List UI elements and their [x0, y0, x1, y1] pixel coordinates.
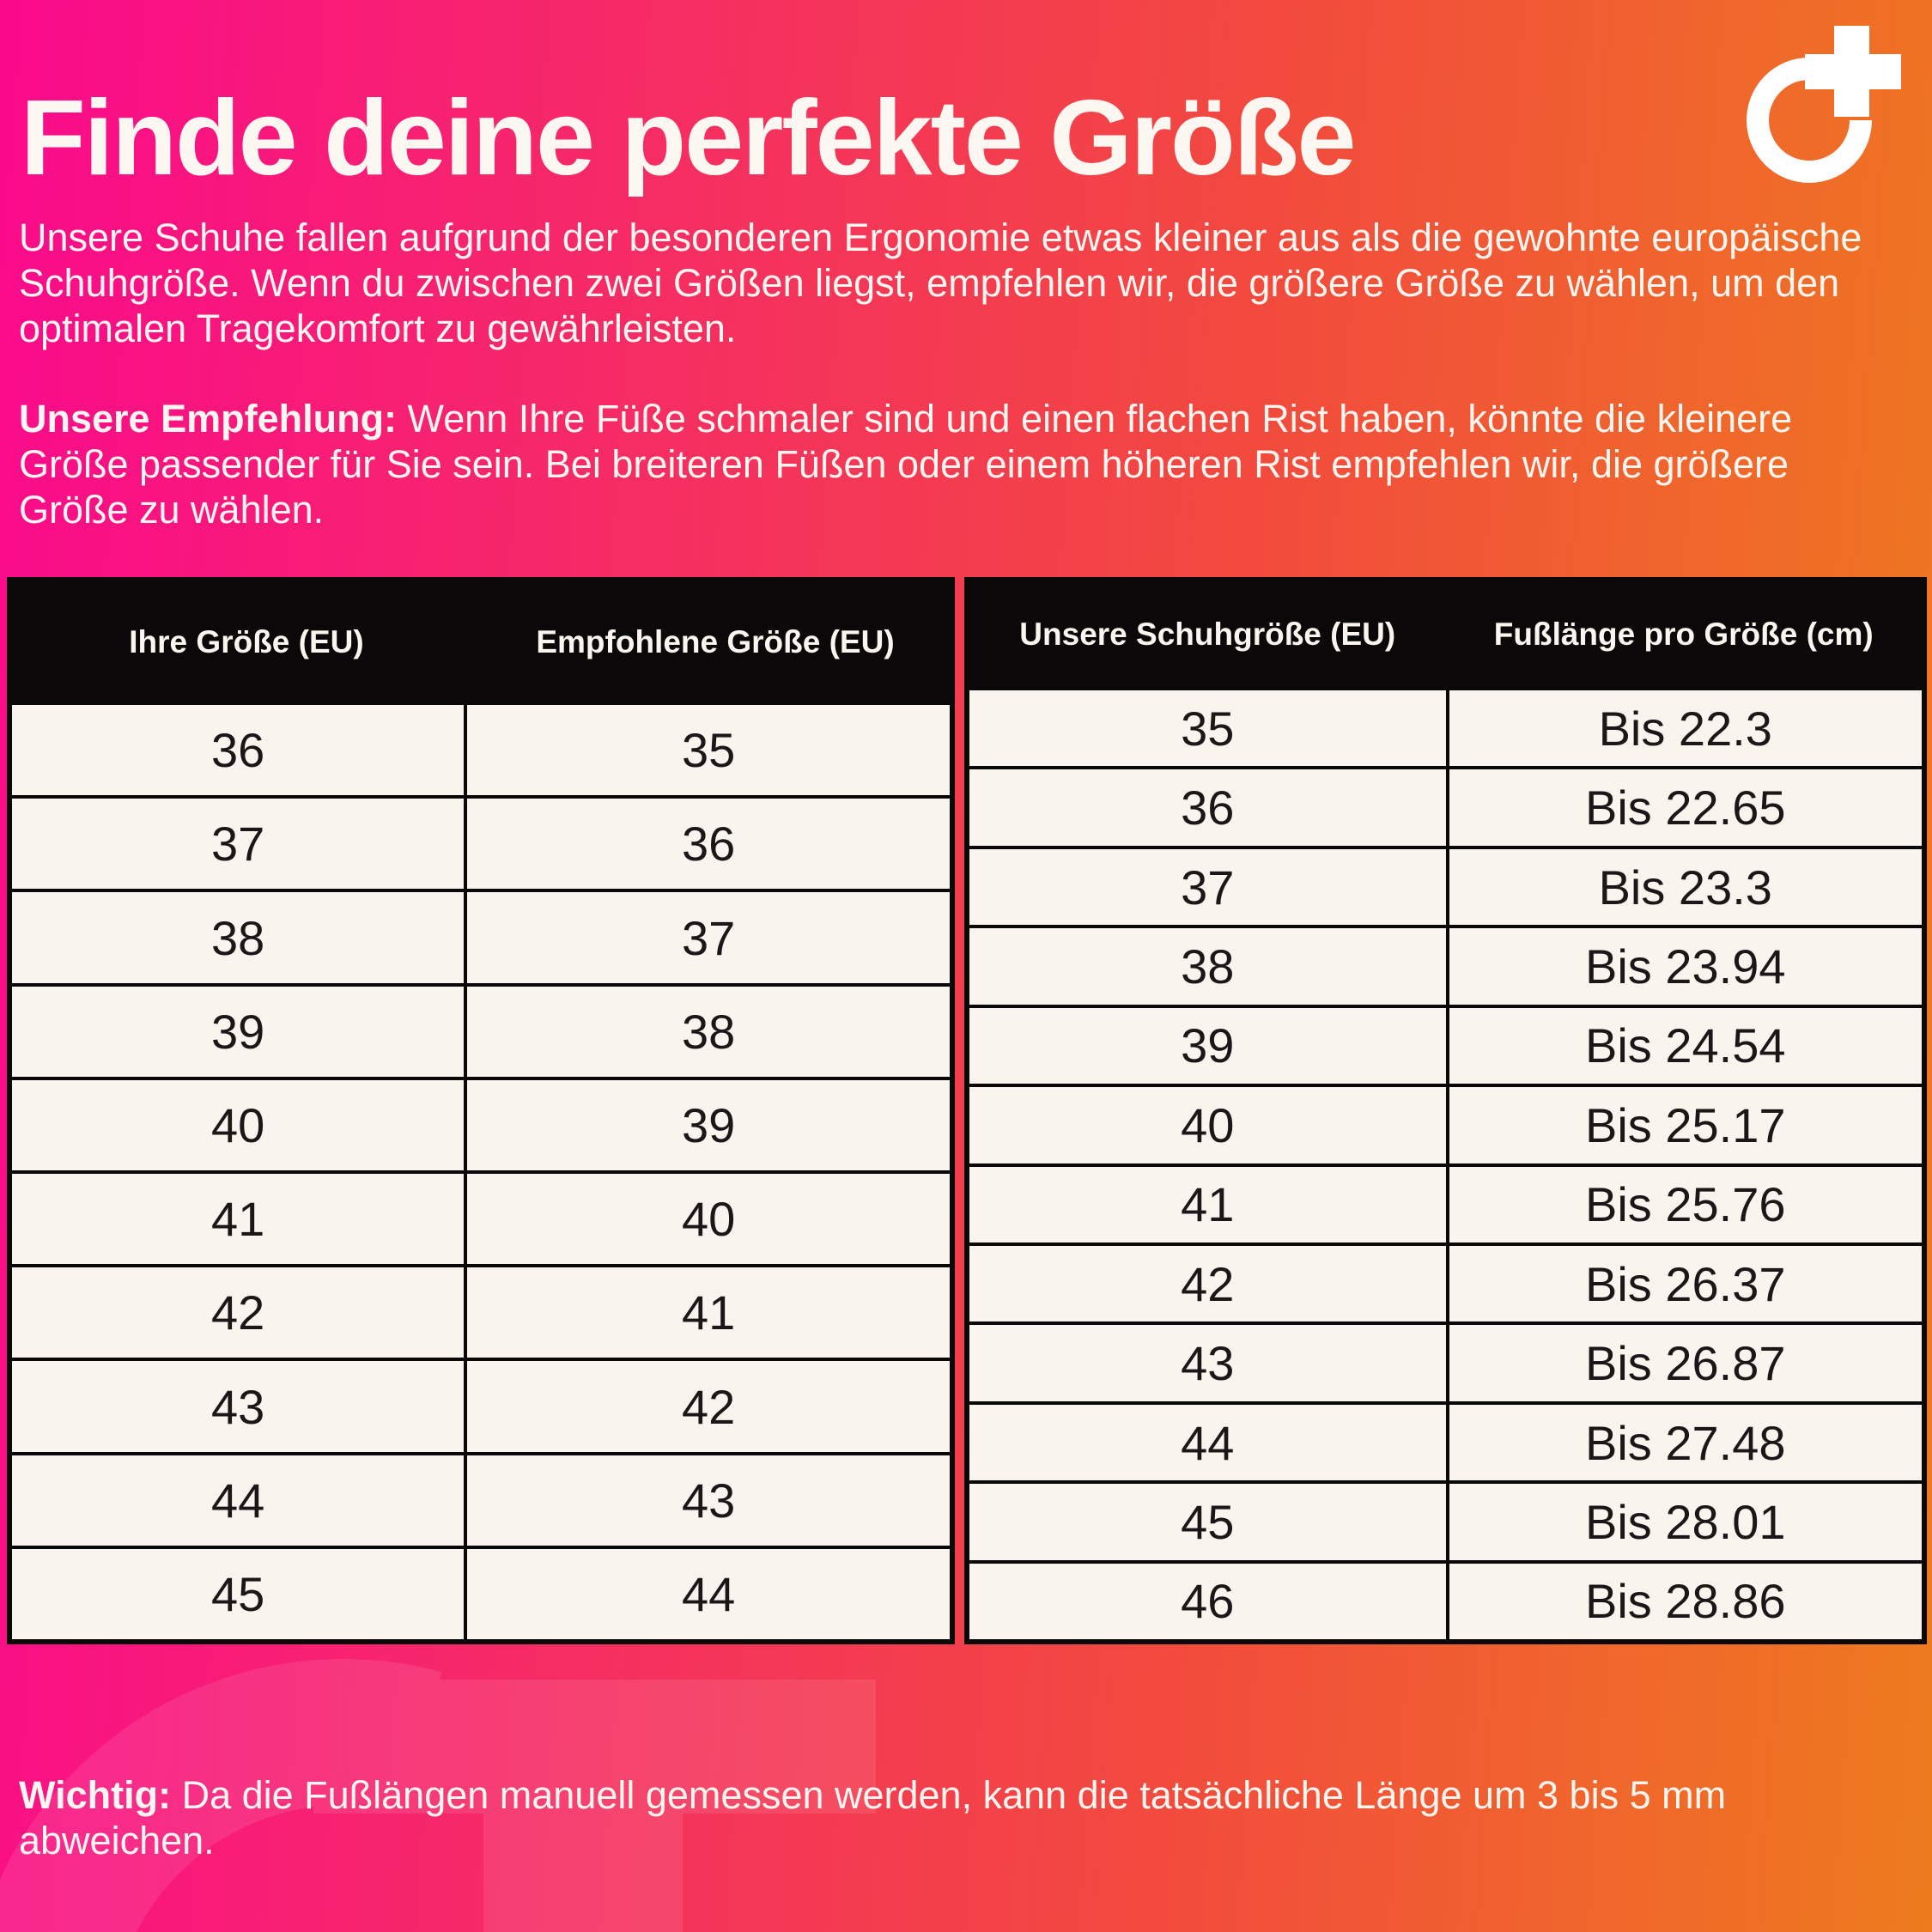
your-size-cell: 40	[12, 1079, 465, 1171]
shoe-size-cell: 45	[969, 1484, 1446, 1560]
foot-length-table-body: 35 Bis 22.3 36 Bis 22.65 37 Bis 23.3 38 …	[969, 687, 1922, 1640]
foot-length-cell: Bis 23.3	[1445, 848, 1922, 926]
your-size-cell: 38	[12, 892, 465, 983]
your-size-cell: 43	[12, 1361, 465, 1452]
table-row: 38 37	[12, 889, 950, 983]
shoe-size-cell: 35	[969, 690, 1446, 767]
table-row: 39 Bis 24.54	[969, 1004, 1922, 1084]
shoe-size-cell: 36	[969, 769, 1446, 846]
foot-length-cell: Bis 22.3	[1445, 690, 1922, 767]
shoe-size-cell: 42	[969, 1245, 1446, 1322]
foot-length-cell: Bis 28.01	[1445, 1484, 1922, 1560]
important-note-label: Wichtig:	[19, 1773, 172, 1817]
foot-length-cell: Bis 25.76	[1445, 1166, 1922, 1242]
size-recommendation-table: Ihre Größe (EU) Empfohlene Größe (EU) 36…	[7, 577, 955, 1644]
your-size-cell: 44	[12, 1455, 465, 1546]
foot-length-cell: Bis 23.94	[1445, 928, 1922, 1005]
intro-text: Unsere Schuhe fallen aufgrund der besond…	[19, 216, 1862, 350]
recommended-size-cell: 41	[464, 1267, 950, 1358]
foot-length-table: Unsere Schuhgröße (EU) Fußlänge pro Größ…	[964, 577, 1927, 1644]
table-row: 41 Bis 25.76	[969, 1163, 1922, 1242]
recommendation-label: Unsere Empfehlung:	[19, 397, 398, 440]
table-row: 39 38	[12, 982, 950, 1077]
recommended-size-cell: 42	[464, 1361, 950, 1452]
important-note: Wichtig: Da die Fußlängen manuell gemess…	[19, 1772, 1882, 1863]
table-row: 36 35	[12, 702, 950, 796]
shoe-size-cell: 43	[969, 1325, 1446, 1401]
your-size-cell: 41	[12, 1174, 465, 1265]
recommendation-paragraph: Unsere Empfehlung: Wenn Ihre Füße schmal…	[19, 396, 1882, 532]
recommendation-text: Wenn Ihre Füße schmaler sind und einen f…	[19, 397, 1793, 532]
recommended-size-cell: 37	[464, 892, 950, 983]
shoe-size-cell: 46	[969, 1563, 1446, 1640]
table-row: 42 41	[12, 1264, 950, 1358]
table-row: 38 Bis 23.94	[969, 925, 1922, 1005]
shoe-size-cell: 38	[969, 928, 1446, 1005]
shoe-size-cell: 44	[969, 1404, 1446, 1481]
foot-length-table-header: Unsere Schuhgröße (EU) Fußlänge pro Größ…	[969, 582, 1922, 687]
foot-length-cell: Bis 27.48	[1445, 1404, 1922, 1481]
table-row: 35 Bis 22.3	[969, 687, 1922, 767]
your-size-cell: 45	[12, 1548, 465, 1640]
intro-paragraph: Unsere Schuhe fallen aufgrund der besond…	[19, 215, 1882, 351]
table-row: 37 36	[12, 795, 950, 890]
table-row: 40 39	[12, 1076, 950, 1171]
your-size-cell: 39	[12, 986, 465, 1077]
table-row: 44 Bis 27.48	[969, 1400, 1922, 1481]
recommended-size-cell: 44	[464, 1548, 950, 1640]
size-recommendation-table-body: 36 35 37 36 38 37 39 38	[12, 702, 950, 1640]
table-row: 43 42	[12, 1358, 950, 1452]
shoe-size-cell: 41	[969, 1166, 1446, 1242]
table-row: 37 Bis 23.3	[969, 845, 1922, 926]
your-size-cell: 36	[12, 705, 465, 796]
table-row: 41 40	[12, 1170, 950, 1265]
foot-length-cell: Bis 26.87	[1445, 1325, 1922, 1401]
table-row: 40 Bis 25.17	[969, 1084, 1922, 1163]
table-row: 45 44	[12, 1545, 950, 1640]
recommended-size-cell: 38	[464, 986, 950, 1077]
shoe-size-cell: 40	[969, 1087, 1446, 1163]
table-row: 46 Bis 28.86	[969, 1559, 1922, 1640]
shoe-size-cell: 39	[969, 1007, 1446, 1084]
foot-length-cell: Bis 25.17	[1445, 1087, 1922, 1163]
shoe-size-cell: 37	[969, 848, 1446, 926]
table-row: 43 Bis 26.87	[969, 1321, 1922, 1401]
size-recommendation-table-header: Ihre Größe (EU) Empfohlene Größe (EU)	[12, 582, 950, 702]
table-row: 42 Bis 26.37	[969, 1242, 1922, 1322]
recommended-size-cell: 35	[464, 705, 950, 796]
table-row: 36 Bis 22.65	[969, 766, 1922, 846]
recommended-size-cell: 43	[464, 1455, 950, 1546]
foot-length-cell: Bis 28.86	[1445, 1563, 1922, 1640]
o-plus-logo-icon	[1747, 26, 1901, 183]
recommended-size-cell: 39	[464, 1079, 950, 1171]
foot-length-cell: Bis 22.65	[1445, 769, 1922, 846]
foot-length-cell: Bis 24.54	[1445, 1007, 1922, 1084]
recommended-size-cell: 36	[464, 799, 950, 890]
column-header-our-shoe-size: Unsere Schuhgröße (EU)	[1019, 617, 1396, 652]
column-header-recommended-size: Empfohlene Größe (EU)	[536, 623, 895, 659]
column-header-foot-length: Fußlänge pro Größe (cm)	[1493, 617, 1874, 652]
table-row: 44 43	[12, 1451, 950, 1546]
recommended-size-cell: 40	[464, 1174, 950, 1265]
page-title: Finde deine perfekte Größe	[21, 79, 1356, 197]
column-header-your-size: Ihre Größe (EU)	[129, 623, 364, 659]
your-size-cell: 42	[12, 1267, 465, 1358]
table-row: 45 Bis 28.01	[969, 1480, 1922, 1560]
important-note-text: Da die Fußlängen manuell gemessen werden…	[19, 1773, 1727, 1862]
foot-length-cell: Bis 26.37	[1445, 1245, 1922, 1322]
your-size-cell: 37	[12, 799, 465, 890]
